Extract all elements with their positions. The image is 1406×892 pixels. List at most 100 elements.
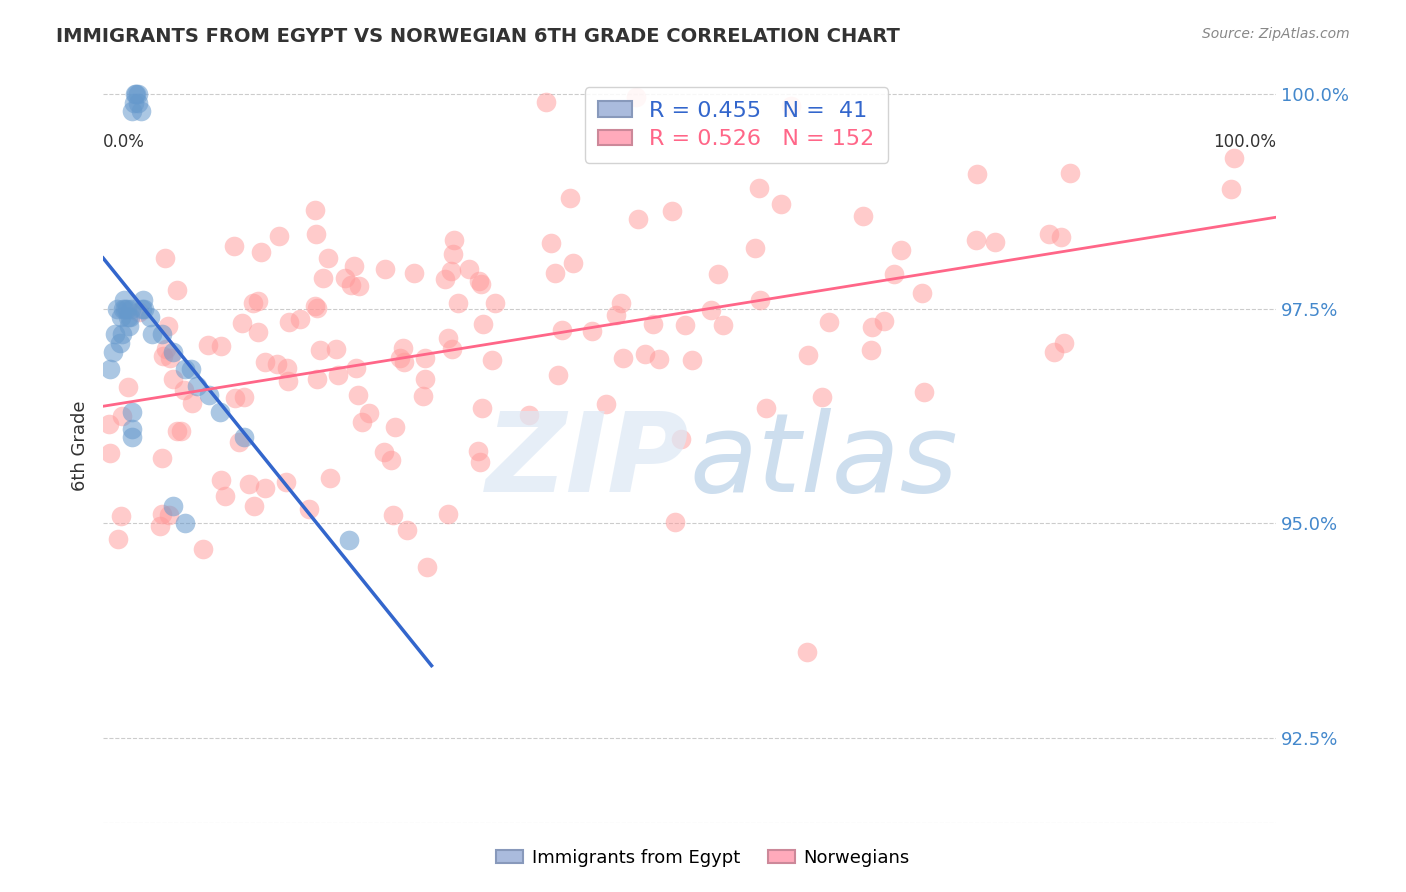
Point bbox=[231, 316, 253, 330]
Point bbox=[173, 383, 195, 397]
Point bbox=[246, 325, 269, 339]
Point bbox=[965, 233, 987, 247]
Point bbox=[810, 390, 832, 404]
Point bbox=[238, 476, 260, 491]
Text: ZIP: ZIP bbox=[486, 408, 689, 515]
Point bbox=[605, 308, 627, 322]
Point bbox=[166, 424, 188, 438]
Point bbox=[817, 315, 839, 329]
Point bbox=[162, 372, 184, 386]
Point bbox=[112, 293, 135, 307]
Point bbox=[395, 523, 418, 537]
Point bbox=[304, 299, 326, 313]
Point bbox=[681, 353, 703, 368]
Point bbox=[1223, 151, 1246, 165]
Point bbox=[107, 532, 129, 546]
Point bbox=[110, 310, 132, 325]
Y-axis label: 6th Grade: 6th Grade bbox=[72, 401, 89, 491]
Point bbox=[550, 323, 572, 337]
Point bbox=[122, 95, 145, 110]
Point bbox=[120, 310, 142, 325]
Point bbox=[328, 368, 350, 383]
Point bbox=[309, 343, 332, 357]
Point bbox=[274, 475, 297, 489]
Point bbox=[1042, 345, 1064, 359]
Point bbox=[595, 397, 617, 411]
Point bbox=[388, 351, 411, 365]
Point bbox=[755, 401, 778, 415]
Point bbox=[253, 481, 276, 495]
Text: IMMIGRANTS FROM EGYPT VS NORWEGIAN 6TH GRADE CORRELATION CHART: IMMIGRANTS FROM EGYPT VS NORWEGIAN 6TH G… bbox=[56, 27, 900, 45]
Text: 0.0%: 0.0% bbox=[103, 134, 145, 152]
Point bbox=[266, 357, 288, 371]
Point bbox=[129, 104, 152, 119]
Point bbox=[152, 349, 174, 363]
Point bbox=[305, 227, 328, 242]
Point bbox=[120, 301, 142, 316]
Point bbox=[1038, 227, 1060, 241]
Point bbox=[711, 318, 734, 333]
Point bbox=[110, 508, 132, 523]
Point bbox=[150, 450, 173, 465]
Point bbox=[108, 336, 131, 351]
Point bbox=[150, 507, 173, 521]
Point bbox=[384, 420, 406, 434]
Point bbox=[166, 284, 188, 298]
Point bbox=[873, 314, 896, 328]
Point bbox=[471, 401, 494, 416]
Point bbox=[467, 443, 489, 458]
Point bbox=[305, 372, 328, 386]
Point bbox=[242, 296, 264, 310]
Point bbox=[124, 87, 146, 102]
Point bbox=[381, 508, 404, 522]
Point bbox=[612, 351, 634, 365]
Point bbox=[540, 235, 562, 250]
Point bbox=[610, 296, 633, 310]
Point bbox=[340, 277, 363, 292]
Point bbox=[232, 390, 254, 404]
Point bbox=[661, 204, 683, 219]
Point bbox=[413, 351, 436, 366]
Point bbox=[443, 247, 465, 261]
Point bbox=[359, 405, 381, 419]
Point bbox=[852, 209, 875, 223]
Point bbox=[121, 422, 143, 436]
Point bbox=[298, 502, 321, 516]
Point bbox=[544, 266, 567, 280]
Point bbox=[458, 262, 481, 277]
Point bbox=[911, 285, 934, 300]
Point bbox=[581, 324, 603, 338]
Point bbox=[104, 327, 127, 342]
Point bbox=[186, 379, 208, 393]
Point bbox=[114, 301, 136, 316]
Point bbox=[111, 409, 134, 423]
Point bbox=[436, 331, 458, 345]
Point bbox=[883, 267, 905, 281]
Point bbox=[162, 499, 184, 513]
Point bbox=[159, 351, 181, 365]
Point bbox=[1219, 182, 1241, 196]
Point bbox=[471, 317, 494, 331]
Point bbox=[647, 352, 669, 367]
Point bbox=[97, 417, 120, 431]
Point bbox=[434, 272, 457, 286]
Point bbox=[131, 301, 153, 316]
Point bbox=[517, 408, 540, 422]
Point bbox=[98, 361, 121, 376]
Point bbox=[134, 301, 156, 316]
Point bbox=[779, 99, 801, 113]
Point bbox=[118, 318, 141, 333]
Point bbox=[890, 243, 912, 257]
Point bbox=[149, 519, 172, 533]
Point bbox=[197, 338, 219, 352]
Point bbox=[769, 197, 792, 211]
Point bbox=[174, 361, 197, 376]
Point bbox=[373, 444, 395, 458]
Point bbox=[859, 343, 882, 357]
Point bbox=[346, 387, 368, 401]
Point bbox=[222, 239, 245, 253]
Point bbox=[288, 312, 311, 326]
Point bbox=[561, 256, 583, 270]
Point bbox=[416, 560, 439, 574]
Point bbox=[440, 263, 463, 277]
